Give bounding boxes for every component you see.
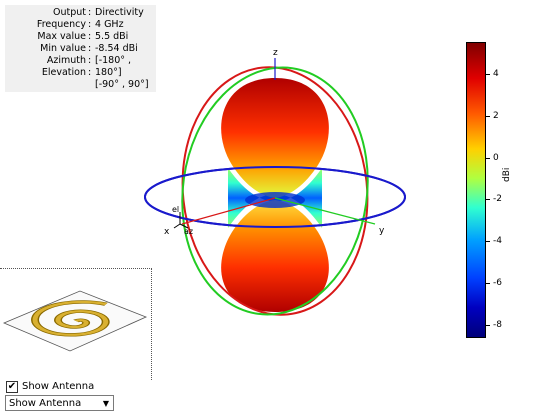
colorbar-tick-label: -8: [493, 319, 502, 330]
antenna-ground-plane: [2, 290, 148, 352]
colorbar-tick: [486, 324, 490, 326]
azimuth-circle-front: [144, 166, 406, 228]
spiral-antenna-icon: [31, 300, 110, 337]
info-label: Max value: [37, 31, 86, 42]
colorbar-gradient: [466, 42, 486, 338]
info-panel: Output: Directivity Frequency:4 GHz Max val…: [5, 5, 156, 92]
info-value: [-180° ,: [95, 55, 132, 66]
info-label: Elevation: [41, 67, 86, 78]
az-label: az: [184, 227, 193, 236]
x-axis-label: x: [164, 227, 170, 237]
antenna-inset: [0, 268, 152, 380]
show-antenna-label: Show Antenna: [22, 381, 95, 392]
el-label: el: [172, 205, 179, 214]
colorbar-tick-label: -2: [493, 194, 502, 205]
info-value: 4 GHz: [95, 19, 124, 30]
checkbox-icon[interactable]: ✔: [6, 381, 18, 393]
info-value: [-90° , 90°]: [95, 79, 149, 90]
colorbar-tick-label: -6: [493, 278, 502, 288]
info-colon: :: [88, 43, 92, 54]
antenna-preview: [2, 290, 148, 352]
info-colon: :: [88, 31, 92, 42]
z-axis-label: z: [273, 48, 278, 58]
info-colon: :: [88, 7, 92, 18]
y-axis-line: [274, 197, 376, 225]
info-label: Azimuth: [46, 55, 86, 66]
info-label: Frequency: [36, 19, 86, 30]
info-colon: :: [88, 19, 92, 30]
show-antenna-checkbox[interactable]: ✔ Show Antenna: [6, 380, 94, 394]
info-value: Directivity: [95, 7, 144, 18]
chevron-down-icon: ▼: [102, 399, 109, 408]
colorbar: 4 2 0 -2 -4 -6 -8 dBi: [466, 42, 526, 338]
info-colon: :: [88, 55, 92, 66]
x-axis-line: [181, 197, 276, 225]
colorbar-tick-label: 0: [493, 152, 499, 163]
info-label: Output: [53, 7, 86, 18]
info-value: 180°]: [95, 67, 122, 78]
elevation-circle-xz: [181, 66, 369, 316]
show-antenna-dropdown[interactable]: Show Antenna ▼: [5, 395, 114, 411]
colorbar-tick-label: 2: [493, 110, 499, 121]
pattern-waist: [245, 192, 305, 208]
colorbar-tick: [486, 283, 490, 284]
info-value: -8.54 dBi: [95, 43, 138, 54]
colorbar-tick-label: 4: [493, 69, 499, 79]
colorbar-tick: [486, 199, 490, 201]
colorbar-tick-label: -4: [493, 236, 502, 247]
elevation-circle-yz: [181, 66, 369, 316]
colorbar-tick: [486, 241, 490, 243]
info-label: Min value: [40, 43, 86, 54]
colorbar-tick: [486, 157, 490, 159]
pattern-bottom-lobe: [221, 200, 329, 312]
info-value: 5.5 dBi: [95, 31, 129, 42]
y-axis-label: y: [379, 226, 385, 236]
info-colon: :: [88, 67, 92, 78]
colorbar-unit: dBi: [502, 167, 512, 182]
colorbar-tick: [486, 115, 490, 117]
el-az-indicator: el az: [172, 205, 193, 236]
dropdown-value: Show Antenna: [9, 398, 82, 409]
colorbar-tick: [486, 74, 490, 75]
